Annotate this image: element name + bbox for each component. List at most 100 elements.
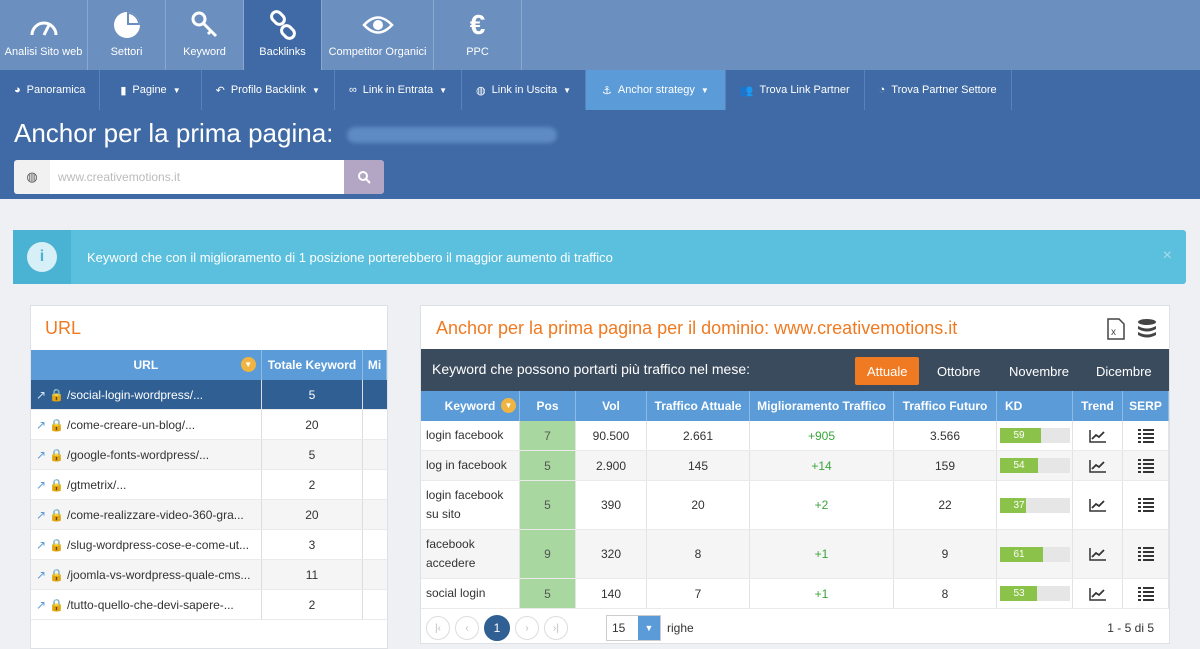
table-row[interactable]: ↗ 🔒/come-creare-un-blog/... 20 — [31, 410, 387, 440]
url-cell[interactable]: ↗ 🔒/slug-wordpress-cose-e-come-ut... — [31, 530, 262, 559]
anchor-table-body: login facebook 7 90.500 2.661 +905 3.566 59 log… — [421, 421, 1169, 609]
table-row[interactable]: ↗ 🔒/tutto-quello-che-devi-sapere-... 2 — [31, 590, 387, 620]
serp-list-icon[interactable] — [1137, 428, 1154, 443]
subnav-trova-link-partner[interactable]: 👥 Trova Link Partner — [726, 70, 865, 110]
vol-column-header[interactable]: Vol — [576, 391, 647, 421]
pos-cell: 5 — [520, 451, 576, 480]
table-row: log in facebook 5 2.900 145 +14 159 54 — [421, 451, 1169, 481]
external-link-icon[interactable]: ↗ — [36, 537, 47, 552]
month-novembre-button[interactable]: Novembre — [1009, 363, 1069, 379]
vol-cell: 140 — [576, 579, 647, 608]
prev-page-button[interactable]: ‹ — [455, 616, 479, 640]
serp-cell — [1123, 421, 1169, 450]
url-cell[interactable]: ↗ 🔒/gtmetrix/... — [31, 470, 262, 499]
serp-list-icon[interactable] — [1137, 586, 1154, 601]
month-dicembre-button[interactable]: Dicembre — [1096, 363, 1152, 379]
subnav-panoramica[interactable]: ◕ Panoramica — [0, 70, 101, 110]
pos-column-header[interactable]: Pos — [520, 391, 576, 421]
external-link-icon[interactable]: ↗ — [36, 567, 47, 582]
external-link-icon[interactable]: ↗ — [36, 507, 47, 522]
subnav-pagine[interactable]: ▮ Pagine ▼ — [100, 70, 202, 110]
globe-icon: ◍ — [476, 84, 486, 97]
table-row[interactable]: ↗ 🔒/come-realizzare-video-360-gra... 20 — [31, 500, 387, 530]
url-text: /come-creare-un-blog/... — [67, 417, 196, 432]
rows-per-page-select[interactable]: 15 ▼ — [606, 615, 661, 641]
serp-list-icon[interactable] — [1137, 547, 1154, 561]
subnav-link-uscita[interactable]: ◍ Link in Uscita ▼ — [462, 70, 586, 110]
keyword-column-header[interactable]: Keyword ▼ — [421, 391, 520, 421]
close-icon[interactable]: × — [1162, 247, 1172, 264]
url-text: /google-fonts-wordpress/... — [67, 447, 210, 462]
external-link-icon[interactable]: ↗ — [36, 477, 47, 492]
module-ppc[interactable]: € PPC — [434, 0, 522, 70]
kd-value: 54 — [999, 458, 1038, 473]
subnav-link-entrata[interactable]: ∞ Link in Entrata ▼ — [335, 70, 463, 110]
mi-cell — [363, 560, 387, 589]
blurred-domain — [347, 127, 558, 144]
table-row[interactable]: ↗ 🔒/gtmetrix/... 2 — [31, 470, 387, 500]
total-keyword-column-header[interactable]: Totale Keyword — [262, 350, 364, 380]
pie-icon: ◔ — [878, 84, 886, 96]
table-row[interactable]: ↗ 🔒/joomla-vs-wordpress-quale-cms... 11 — [31, 560, 387, 590]
globe-icon: ◍ — [14, 160, 50, 194]
url-cell[interactable]: ↗ 🔒/tutto-quello-che-devi-sapere-... — [31, 590, 262, 619]
external-link-icon[interactable]: ↗ — [36, 387, 47, 402]
first-page-button[interactable]: |‹ — [426, 616, 450, 640]
caret-down-icon: ▼ — [563, 85, 571, 95]
module-backlinks[interactable]: Backlinks — [244, 0, 322, 70]
serp-list-icon[interactable] — [1137, 458, 1154, 473]
kd-column-header[interactable]: KD — [997, 391, 1073, 421]
last-page-button[interactable]: ›| — [544, 616, 568, 640]
subnav-profilo-backlink[interactable]: ↶ Profilo Backlink ▼ — [202, 70, 335, 110]
module-settori[interactable]: Settori — [88, 0, 166, 70]
search-icon — [357, 170, 371, 184]
subnav-anchor-strategy[interactable]: ⚓ Anchor strategy ▼ — [586, 70, 726, 110]
trend-chart-icon[interactable] — [1088, 429, 1107, 443]
trend-chart-icon[interactable] — [1088, 547, 1107, 561]
trend-chart-icon[interactable] — [1088, 498, 1107, 512]
serp-column-header[interactable]: SERP — [1123, 391, 1169, 421]
table-row[interactable]: ↗ 🔒/social-login-wordpress/... 5 — [31, 380, 387, 410]
traffic-future-column-header[interactable]: Traffico Futuro — [894, 391, 997, 421]
kd-bar: 54 — [999, 458, 1070, 473]
kd-bar: 37 — [999, 497, 1070, 513]
mi-column-header[interactable]: Mi — [363, 350, 387, 380]
external-link-icon[interactable]: ↗ — [36, 597, 47, 612]
month-attuale-button[interactable]: Attuale — [855, 357, 920, 385]
url-table-header: URL ▼ Totale Keyword Mi — [31, 350, 387, 380]
sort-icon[interactable]: ▼ — [501, 398, 516, 413]
module-label: Backlinks — [259, 46, 306, 58]
module-competitor[interactable]: Competitor Organici — [322, 0, 434, 70]
table-row[interactable]: ↗ 🔒/google-fonts-wordpress/... 5 — [31, 440, 387, 470]
url-cell[interactable]: ↗ 🔒/joomla-vs-wordpress-quale-cms... — [31, 560, 262, 589]
url-cell[interactable]: ↗ 🔒/come-realizzare-video-360-gra... — [31, 500, 262, 529]
url-cell[interactable]: ↗ 🔒/come-creare-un-blog/... — [31, 410, 262, 439]
anchor-panel-title: Anchor per la prima pagina per il domini… — [436, 318, 958, 338]
table-row[interactable]: ↗ 🔒/slug-wordpress-cose-e-come-ut... 3 — [31, 530, 387, 560]
lock-icon: 🔒 — [49, 477, 65, 492]
external-link-icon[interactable]: ↗ — [36, 417, 47, 432]
external-link-icon[interactable]: ↗ — [36, 447, 47, 462]
url-cell[interactable]: ↗ 🔒/google-fonts-wordpress/... — [31, 440, 262, 469]
sort-icon[interactable]: ▼ — [240, 357, 256, 372]
month-ottobre-button[interactable]: Ottobre — [937, 363, 981, 379]
next-page-button[interactable]: › — [515, 616, 539, 640]
improvement-cell: +2 — [750, 481, 894, 529]
database-icon[interactable] — [1137, 318, 1157, 340]
serp-list-icon[interactable] — [1137, 498, 1154, 512]
trend-column-header[interactable]: Trend — [1073, 391, 1123, 421]
keyword-count: 11 — [262, 560, 364, 589]
trend-chart-icon[interactable] — [1088, 587, 1107, 601]
search-button[interactable] — [344, 160, 384, 194]
improvement-column-header[interactable]: Miglioramento Traffico — [750, 391, 894, 421]
url-column-header[interactable]: URL ▼ — [31, 350, 262, 380]
traffic-now-column-header[interactable]: Traffico Attuale — [647, 391, 750, 421]
module-keyword[interactable]: Keyword — [166, 0, 244, 70]
domain-input[interactable] — [50, 160, 344, 194]
subnav-trova-partner-settore[interactable]: ◔ Trova Partner Settore — [865, 70, 1012, 110]
excel-export-icon[interactable]: x — [1107, 318, 1125, 340]
current-page[interactable]: 1 — [484, 615, 510, 641]
module-analisi-sito[interactable]: Analisi Sito web — [0, 0, 88, 70]
url-cell[interactable]: ↗ 🔒/social-login-wordpress/... — [31, 380, 262, 409]
trend-chart-icon[interactable] — [1088, 459, 1107, 473]
